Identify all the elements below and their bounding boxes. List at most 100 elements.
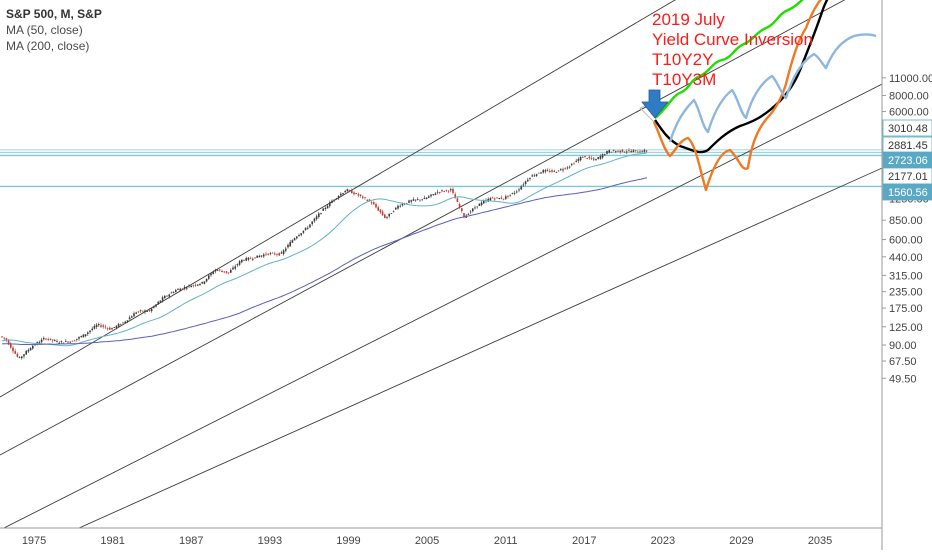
candle-body (216, 270, 219, 271)
candle-body (533, 175, 536, 177)
candle-body (401, 203, 404, 206)
candle-body (137, 311, 140, 313)
candle-body (641, 150, 643, 152)
y-tick-label: 125.00 (889, 322, 923, 334)
candle-body (412, 199, 415, 201)
candle-body (168, 294, 170, 297)
candle-body (335, 198, 338, 200)
price-label-box (882, 119, 932, 137)
candle-body (276, 254, 278, 256)
candle-body (153, 306, 155, 308)
candle-body (472, 208, 474, 212)
candle-body (392, 211, 395, 213)
candle-body (142, 310, 144, 312)
candle-body (516, 191, 518, 193)
candle-body (553, 170, 555, 172)
candle-body (54, 340, 56, 342)
candle-body (225, 271, 228, 273)
candle-body (205, 278, 208, 282)
candle-body (58, 342, 60, 344)
candle-body (1, 336, 3, 338)
candle-body (146, 311, 148, 312)
candle-body (232, 267, 234, 270)
candle-body (381, 211, 384, 216)
candle-body (139, 310, 142, 312)
x-tick-label: 1987 (179, 535, 203, 547)
candle-body (135, 312, 137, 314)
candle-body (76, 338, 78, 340)
y-tick-label: 49.50 (889, 373, 917, 385)
x-tick-label: 1999 (336, 535, 360, 547)
candle-body (124, 321, 126, 323)
candle-body (10, 343, 12, 348)
candle-body (34, 344, 36, 346)
candle-body (73, 340, 76, 342)
candle-body (494, 198, 496, 200)
y-tick-label: 315.00 (889, 270, 923, 282)
ma50-line (1, 152, 648, 347)
candle-body (593, 158, 595, 160)
candle-body (355, 193, 357, 195)
candle-body (333, 199, 335, 201)
candle-body (419, 199, 421, 201)
candle-body (203, 281, 206, 284)
y-axis: 11000.008000.006000.004400.001250.00850.… (881, 0, 932, 550)
candle-body (637, 151, 639, 153)
candle-body (234, 266, 236, 269)
candle-body (375, 204, 377, 208)
y-tick-label: 175.00 (889, 303, 923, 315)
candle-body (441, 190, 443, 192)
x-tick-label: 2029 (729, 535, 753, 547)
candle-body (610, 151, 613, 153)
candle-body (599, 156, 602, 159)
candle-body (241, 259, 243, 263)
candle-body (538, 172, 540, 174)
plot-area (0, 0, 882, 528)
candle-body (47, 339, 49, 340)
candle-body (522, 184, 525, 186)
candle-body (62, 342, 65, 344)
candle-body (38, 342, 41, 344)
candle-body (406, 202, 408, 204)
y-tick-label: 67.50 (889, 356, 917, 368)
candle-body (282, 250, 285, 254)
candle-body (120, 324, 122, 326)
candle-body (639, 151, 641, 153)
candle-body (287, 244, 289, 248)
candle-body (274, 253, 276, 255)
candle-body (309, 224, 311, 228)
x-tick-label: 2005 (415, 535, 439, 547)
candle-body (397, 205, 399, 209)
candle-body (566, 167, 569, 169)
candle-body (417, 199, 419, 201)
channel-line (77, 167, 882, 528)
candle-body (551, 170, 553, 172)
candle-body (458, 204, 461, 208)
candle-body (507, 196, 509, 197)
candle-body (159, 300, 162, 303)
candle-body (45, 338, 47, 340)
candle-body (91, 328, 93, 331)
channel-line (0, 0, 676, 398)
candle-body (208, 275, 210, 279)
candle-body (313, 218, 316, 222)
candle-body (150, 308, 153, 312)
candle-body (60, 341, 63, 342)
candle-body (606, 151, 608, 154)
candle-body (575, 160, 577, 162)
y-tick-label: 90.00 (889, 340, 917, 352)
candle-body (18, 357, 21, 358)
candle-body (291, 240, 294, 243)
x-tick-label: 2023 (651, 535, 675, 547)
candle-body (476, 206, 478, 208)
candle-body (210, 273, 212, 276)
candle-body (71, 340, 74, 342)
candle-body (421, 199, 423, 201)
projection-connector (639, 105, 655, 123)
candle-body (29, 348, 32, 351)
price-label-text: 2723.06 (888, 155, 928, 167)
candle-body (384, 214, 386, 218)
candle-body (388, 213, 390, 217)
candle-body (452, 188, 454, 193)
